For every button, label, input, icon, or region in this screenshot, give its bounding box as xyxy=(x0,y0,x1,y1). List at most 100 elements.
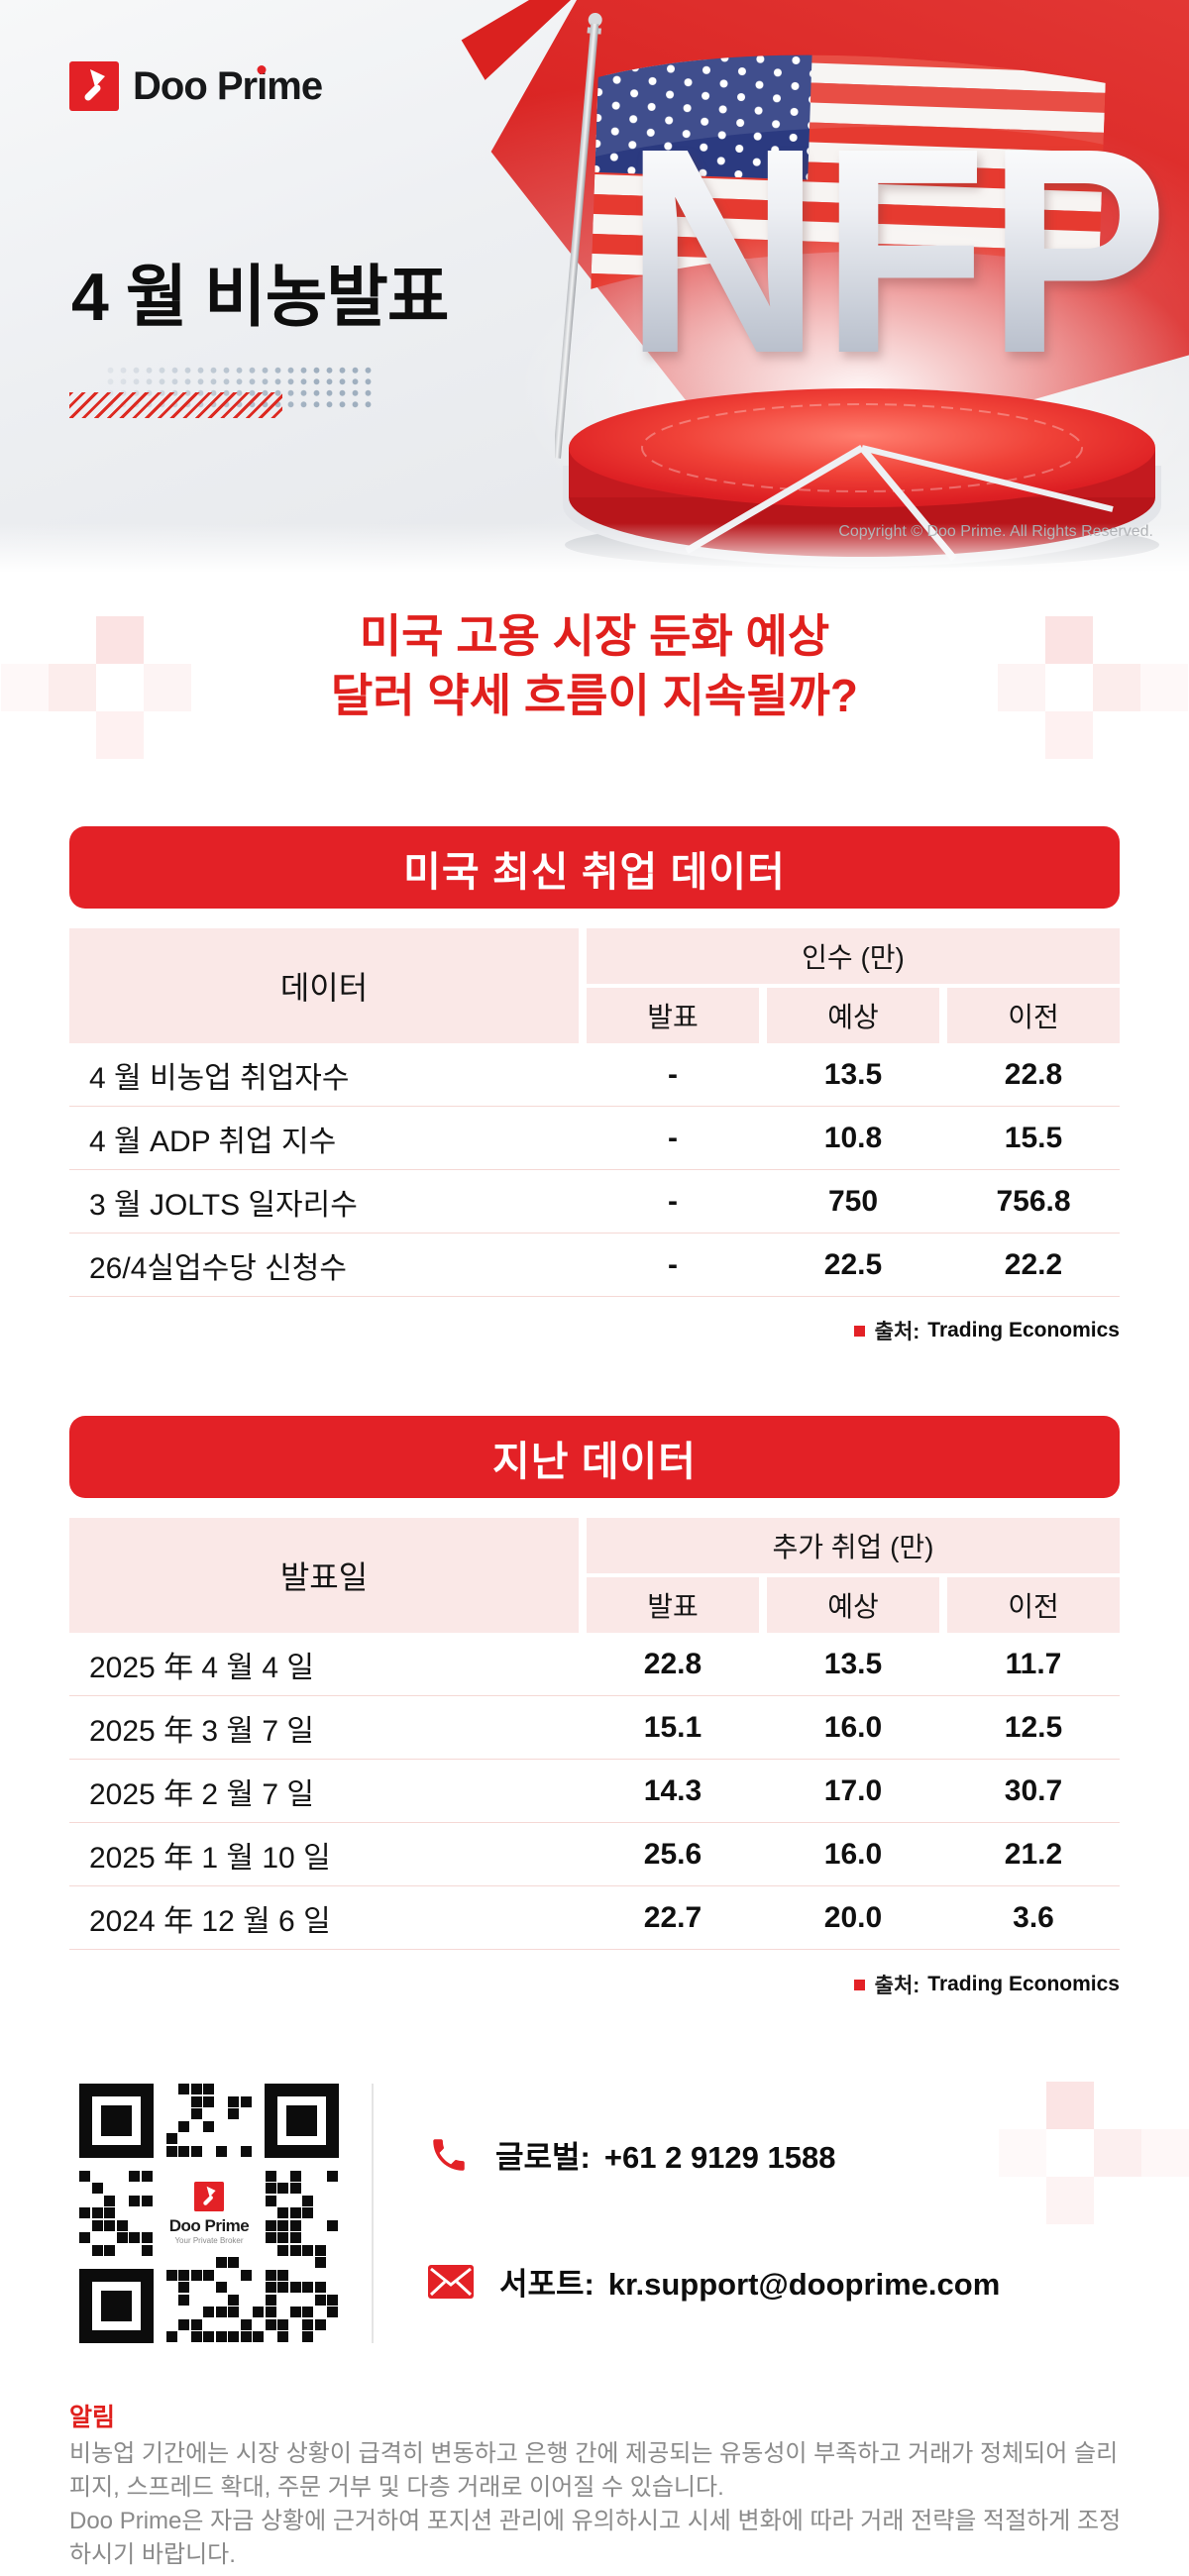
cell-previous: 12.5 xyxy=(1004,1710,1063,1744)
contact-email: 서포트: kr.support@dooprime.com xyxy=(499,2259,1000,2304)
contact-phone: 글로벌: +61 2 9129 1588 xyxy=(495,2132,835,2177)
logo-text-i: i xyxy=(257,63,268,108)
doo-prime-logo-text: Doo Prime xyxy=(133,63,323,109)
cell-previous: 30.7 xyxy=(1004,1773,1063,1807)
copyright-text: Copyright © Doo Prime. All Rights Reserv… xyxy=(838,523,1153,540)
email-label: 서포트: xyxy=(499,2267,594,2302)
qr-center-logo: Doo Prime Your Private Broker xyxy=(154,2178,265,2249)
logo-text-post: me xyxy=(267,63,323,108)
phone-number: +61 2 9129 1588 xyxy=(603,2140,836,2175)
table2-body: 2025 年 4 월 4 일 22.8 13.5 11.7 2025 年 3 월… xyxy=(69,1633,1120,1950)
table2-col-main: 발표일 xyxy=(69,1518,579,1633)
cell-label: 26/4실업수당 신청수 xyxy=(89,1251,347,1285)
cell-date: 2025 年 3 월 7 일 xyxy=(89,1714,314,1748)
cell-previous: 3.6 xyxy=(1013,1900,1054,1934)
qr-logo-name: Doo Prime xyxy=(168,2216,250,2235)
section-banner-latest-data: 미국 최신 취업 데이터 xyxy=(69,826,1120,909)
table-row: 2025 年 1 월 10 일 25.6 16.0 21.2 xyxy=(69,1823,1120,1886)
cell-expected: 16.0 xyxy=(823,1710,883,1744)
table-row: 4 월 비농업 취업자수 - 13.5 22.8 xyxy=(69,1043,1120,1107)
table-row: 3 월 JOLTS 일자리수 - 750 756.8 xyxy=(69,1170,1120,1234)
section-banner-latest-data-label: 미국 최신 취업 데이터 xyxy=(403,848,786,895)
table1-body: 4 월 비농업 취업자수 - 13.5 22.8 4 월 ADP 취업 지수 -… xyxy=(69,1043,1120,1297)
cell-announced: 22.8 xyxy=(643,1647,703,1680)
qr-logo-tagline: Your Private Broker xyxy=(174,2236,244,2245)
notice-paragraph: 비농업 기간에는 시장 상황이 급격히 변동하고 은행 간에 제공되는 유동성이… xyxy=(69,2440,1119,2501)
cell-date: 2025 年 4 월 4 일 xyxy=(89,1651,314,1684)
doo-prime-logo: Doo Prime xyxy=(69,61,323,111)
cell-expected: 10.8 xyxy=(823,1121,883,1154)
table-row: 2025 年 4 월 4 일 22.8 13.5 11.7 xyxy=(69,1633,1120,1696)
source-bullet-icon xyxy=(853,1979,865,1990)
phone-label: 글로벌: xyxy=(495,2140,591,2175)
cell-announced: - xyxy=(668,1184,678,1218)
cell-previous: 22.8 xyxy=(1004,1057,1063,1091)
cell-announced: 22.7 xyxy=(643,1900,703,1934)
table-row: 2025 年 2 월 7 일 14.3 17.0 30.7 xyxy=(69,1760,1120,1823)
contact-phone-row: 글로벌: +61 2 9129 1588 xyxy=(428,2132,835,2177)
headline-line1: 미국 고용 시장 둔화 예상 xyxy=(359,610,830,662)
table-row: 26/4실업수당 신청수 - 22.5 22.2 xyxy=(69,1234,1120,1297)
table1-subheader-expected: 예상 xyxy=(767,988,939,1043)
cell-previous: 22.2 xyxy=(1004,1247,1063,1281)
table2-header: 발표일 추가 취업 (만) 발표 예상 이전 xyxy=(69,1518,1120,1633)
table1-col-main: 데이터 xyxy=(69,928,579,1043)
cell-previous: 756.8 xyxy=(996,1184,1071,1218)
table-row: 4 월 ADP 취업 지수 - 10.8 15.5 xyxy=(69,1107,1120,1170)
cell-expected: 750 xyxy=(827,1184,879,1218)
cell-label: 4 월 ADP 취업 지수 xyxy=(89,1125,337,1158)
table2-subheaders: 발표 예상 이전 xyxy=(587,1577,1120,1633)
phone-icon xyxy=(433,2138,465,2171)
table2-header-group: 추가 취업 (만) 발표 예상 이전 xyxy=(587,1518,1120,1633)
section-banner-past-data: 지난 데이터 xyxy=(69,1416,1120,1498)
cell-previous: 15.5 xyxy=(1004,1121,1063,1154)
source-value: Trading Economics xyxy=(927,1319,1120,1342)
cell-date: 2025 年 2 월 7 일 xyxy=(89,1777,314,1811)
cell-expected: 20.0 xyxy=(823,1900,883,1934)
source-value: Trading Economics xyxy=(927,1973,1120,1995)
table2-subheader-expected: 예상 xyxy=(767,1577,939,1633)
headline-line2: 달러 약세 흐름이 지속될까? xyxy=(331,670,858,721)
cell-announced: 14.3 xyxy=(643,1773,703,1807)
notice-title: 알림 xyxy=(69,2404,116,2431)
qr-finder-icon xyxy=(265,2084,339,2158)
table1-subheader-previous: 이전 xyxy=(947,988,1120,1043)
contact-email-row: 서포트: kr.support@dooprime.com xyxy=(428,2259,1000,2304)
table1-source: 출처: Trading Economics xyxy=(853,1316,1120,1345)
cell-previous: 11.7 xyxy=(1005,1647,1062,1680)
cell-announced: 25.6 xyxy=(643,1837,703,1871)
table2-subheader-previous: 이전 xyxy=(947,1577,1120,1633)
cell-expected: 17.0 xyxy=(823,1773,883,1807)
source-bullet-icon xyxy=(853,1325,865,1337)
table2-source: 출처: Trading Economics xyxy=(853,1970,1120,1999)
logo-text-pre: Doo Pr xyxy=(133,63,258,108)
qr-finder-icon xyxy=(79,2084,154,2158)
hatch-decoration xyxy=(69,392,282,418)
table1-subheader-announced: 발표 xyxy=(587,988,759,1043)
notice-paragraph: Doo Prime은 자금 상황에 근거하여 포지션 관리에 유의하시고 시세 … xyxy=(69,2508,1122,2568)
notice-section: 알림 비농업 기간에는 시장 상황이 급격히 변동하고 은행 간에 제공되는 유… xyxy=(69,2398,1126,2572)
cell-expected: 13.5 xyxy=(823,1057,883,1091)
vertical-divider xyxy=(372,2084,374,2343)
source-label: 출처: xyxy=(874,1321,920,1343)
table1-header: 데이터 인수 (만) 발표 예상 이전 xyxy=(69,928,1120,1043)
table1-header-group: 인수 (만) 발표 예상 이전 xyxy=(587,928,1120,1043)
cell-announced: - xyxy=(668,1247,678,1281)
cell-date: 2025 年 1 월 10 일 xyxy=(89,1841,331,1875)
doo-prime-logo-icon xyxy=(194,2182,224,2211)
cell-expected: 16.0 xyxy=(823,1837,883,1871)
cell-announced: - xyxy=(668,1057,678,1091)
headline: 미국 고용 시장 둔화 예상 달러 약세 흐름이 지속될까? xyxy=(0,606,1189,725)
section-banner-past-data-label: 지난 데이터 xyxy=(492,1438,697,1484)
cell-expected: 13.5 xyxy=(823,1647,883,1680)
cell-announced: - xyxy=(668,1121,678,1154)
source-label: 출처: xyxy=(874,1975,920,1997)
cell-previous: 21.2 xyxy=(1004,1837,1063,1871)
cell-expected: 22.5 xyxy=(823,1247,883,1281)
table-row: 2024 年 12 월 6 일 22.7 20.0 3.6 xyxy=(69,1886,1120,1950)
mail-icon xyxy=(428,2264,474,2299)
cell-date: 2024 年 12 월 6 일 xyxy=(89,1904,331,1938)
table2-group-header: 추가 취업 (만) xyxy=(587,1518,1120,1573)
qr-code: Doo Prime Your Private Broker xyxy=(79,2084,339,2343)
doo-prime-logo-icon xyxy=(69,61,119,111)
